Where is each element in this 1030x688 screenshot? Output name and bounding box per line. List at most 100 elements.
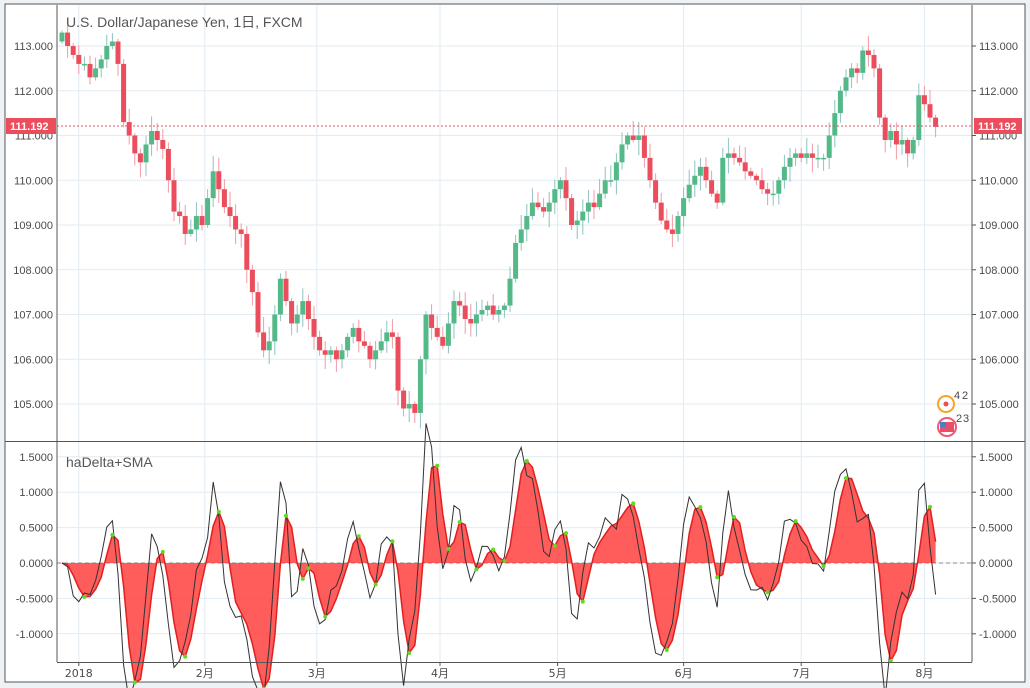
candle-up xyxy=(910,139,916,154)
price-axis-label-right: 108.000 xyxy=(979,265,1019,277)
candle-down xyxy=(703,166,709,181)
candle-up xyxy=(720,157,726,203)
candle-down xyxy=(541,207,547,212)
candle-up xyxy=(479,310,485,315)
candle-up xyxy=(770,193,776,196)
candle-down xyxy=(434,327,440,337)
sma-turn-dot xyxy=(491,547,496,552)
candle-up xyxy=(501,305,507,311)
candle-up xyxy=(697,166,703,176)
sma-turn-dot xyxy=(356,534,361,539)
candle-up xyxy=(109,41,115,46)
candle-up xyxy=(574,220,580,225)
candle-up xyxy=(725,153,731,158)
candle-down xyxy=(389,332,395,337)
candle-up xyxy=(546,202,552,212)
candle-down xyxy=(569,198,575,225)
candle-down xyxy=(70,46,76,55)
sma-turn-dot xyxy=(457,520,462,525)
candle-down xyxy=(731,153,737,158)
candle-down xyxy=(669,229,675,234)
candle-down xyxy=(361,341,367,346)
indicator-axis-label-left: 0.5000 xyxy=(19,523,53,535)
candle-down xyxy=(395,336,401,391)
candle-up xyxy=(636,135,642,140)
sma-turn-dot xyxy=(390,539,395,544)
sma-turn-dot xyxy=(664,648,669,653)
earnings-badge-icon[interactable] xyxy=(937,395,955,413)
candle-up xyxy=(378,341,384,351)
candle-up xyxy=(423,314,429,360)
indicator-axis-label-left: 1.5000 xyxy=(19,452,53,464)
candle-down xyxy=(367,345,373,360)
candle-up xyxy=(602,180,608,194)
candle-down xyxy=(238,229,244,234)
candle-down xyxy=(927,104,933,118)
candle-down xyxy=(356,327,362,342)
indicator-axis-label-right: 0.5000 xyxy=(979,523,1013,535)
candle-up xyxy=(585,202,591,212)
sma-line xyxy=(61,459,937,688)
candle-up xyxy=(81,63,87,66)
candle-up xyxy=(485,305,491,311)
candle-down xyxy=(401,390,407,409)
candle-down xyxy=(317,336,323,351)
us-flag-canton xyxy=(940,422,946,427)
candle-down xyxy=(709,180,715,194)
candle-up xyxy=(776,180,782,194)
x-tick-label: 6月 xyxy=(675,667,693,680)
price-axis-label-right: 110.000 xyxy=(979,175,1018,187)
candle-down xyxy=(462,305,468,319)
candle-up xyxy=(613,162,619,181)
candle-down xyxy=(440,336,446,346)
x-tick-label: 5月 xyxy=(549,667,567,680)
candle-up xyxy=(686,184,692,199)
candle-down xyxy=(563,180,569,199)
candle-down xyxy=(289,301,295,324)
x-tick-label: 4月 xyxy=(431,667,449,680)
candle-down xyxy=(283,278,289,302)
sma-turn-dot xyxy=(844,476,848,481)
x-tick-label: 2018 xyxy=(65,667,93,680)
price-axis-label-left: 113.000 xyxy=(14,41,53,53)
sma-area xyxy=(62,460,936,688)
sma-turn-dot xyxy=(323,614,328,619)
candle-down xyxy=(490,305,496,315)
price-axis-label-left: 112.000 xyxy=(14,86,53,98)
candle-down xyxy=(871,54,877,69)
candle-up xyxy=(557,180,563,190)
candles xyxy=(59,17,939,429)
candle-down xyxy=(126,122,132,136)
candle-up xyxy=(210,171,216,199)
sma-turn-dot xyxy=(928,504,932,509)
candle-up xyxy=(507,278,513,306)
candle-down xyxy=(221,189,227,208)
candle-up xyxy=(328,350,334,355)
candle-down xyxy=(429,314,435,328)
candle-up xyxy=(837,90,843,114)
candle-down xyxy=(87,63,93,78)
sma-turn-dot xyxy=(564,531,568,536)
candle-up xyxy=(804,153,810,158)
candle-up xyxy=(843,77,849,91)
candle-up xyxy=(93,68,99,78)
candle-down xyxy=(261,332,267,351)
indicator-axis-label-right: -1.0000 xyxy=(979,629,1016,641)
sma-turn-dot xyxy=(216,509,221,514)
candle-up xyxy=(524,216,530,230)
indicator-title[interactable]: haDelta+SMA xyxy=(66,454,153,470)
candle-down xyxy=(177,211,183,217)
candle-up xyxy=(205,198,211,225)
candle-down xyxy=(182,216,188,234)
candle-down xyxy=(630,135,636,140)
last-price-tag-left: 111.192 xyxy=(6,118,56,134)
candle-down xyxy=(535,202,541,208)
candle-down xyxy=(255,292,261,333)
candle-up xyxy=(826,135,832,158)
candle-down xyxy=(76,54,82,64)
candle-down xyxy=(664,220,670,230)
candle-up xyxy=(675,216,681,234)
candle-up xyxy=(916,95,922,140)
event-badges[interactable]: 4 2 2 3 xyxy=(937,390,969,437)
candle-up xyxy=(417,359,423,413)
